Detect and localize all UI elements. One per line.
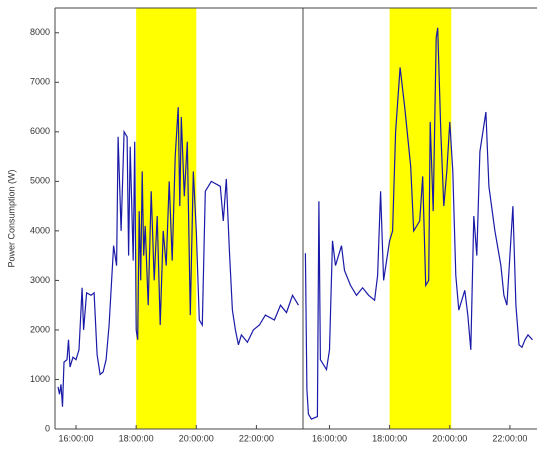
y-tick-label: 2000 xyxy=(30,324,50,334)
line-series xyxy=(57,107,300,407)
x-tick-label: 16:00:00 xyxy=(59,433,94,443)
line-series xyxy=(304,27,533,420)
y-tick-label: 6000 xyxy=(30,126,50,136)
y-tick-label: 0 xyxy=(45,423,50,433)
y-tick-label: 7000 xyxy=(30,77,50,87)
y-tick-label: 8000 xyxy=(30,27,50,37)
x-tick-label: 20:00:00 xyxy=(179,433,214,443)
x-tick-label: 22:00:00 xyxy=(239,433,274,443)
x-tick-label: 22:00:00 xyxy=(492,433,527,443)
y-tick-label: 3000 xyxy=(30,275,50,285)
x-tick-label: 20:00:00 xyxy=(432,433,467,443)
y-tick-label: 1000 xyxy=(30,374,50,384)
highlight-band xyxy=(136,8,197,429)
x-tick-label: 16:00:00 xyxy=(312,433,347,443)
y-axis-label: Power Consumption (W) xyxy=(6,169,16,267)
x-tick-label: 18:00:00 xyxy=(372,433,407,443)
y-tick-label: 4000 xyxy=(30,225,50,235)
y-tick-label: 5000 xyxy=(30,176,50,186)
x-tick-label: 18:00:00 xyxy=(119,433,154,443)
